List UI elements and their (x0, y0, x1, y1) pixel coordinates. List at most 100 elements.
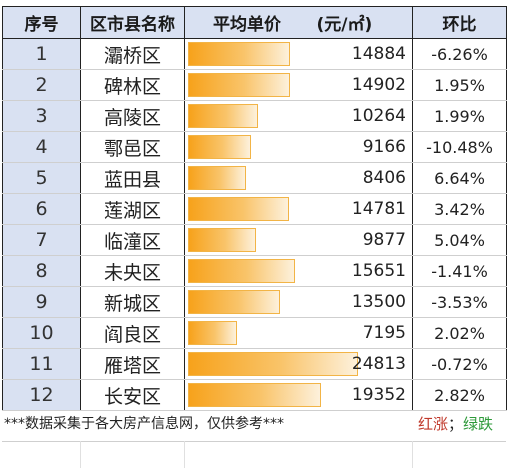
row-index: 11 (2, 348, 81, 380)
price-value: 7195 (362, 323, 406, 343)
change-value: 2.82% (412, 379, 507, 411)
price-value: 9166 (362, 137, 406, 157)
district-name: 蓝田县 (80, 162, 185, 194)
table-body: 1 灞桥区 14884 -6.26% 2 碑林区 14902 1.95% 3 高陵区 10264 1.… (2, 38, 507, 411)
legend-down: 绿跌 (463, 415, 494, 433)
table-row: 9 新城区 13500 -3.53% (2, 286, 507, 318)
price-data-bar (188, 383, 321, 407)
header-price: 平均单价 (元/㎡) (184, 6, 413, 39)
price-data-bar (188, 228, 256, 252)
change-value: 2.02% (412, 317, 507, 349)
district-name: 高陵区 (80, 100, 185, 132)
change-value: 6.64% (412, 162, 507, 194)
price-value: 13500 (351, 292, 406, 312)
price-cell: 13500 (184, 286, 413, 318)
price-value: 9877 (362, 230, 406, 250)
price-data-bar (188, 104, 258, 128)
change-value: 3.42% (412, 193, 507, 225)
row-index: 8 (2, 255, 81, 287)
price-cell: 24813 (184, 348, 413, 380)
price-value: 8406 (362, 168, 406, 188)
district-name: 临潼区 (80, 224, 185, 256)
price-data-bar (188, 352, 358, 376)
grid-line (80, 441, 81, 468)
price-cell: 14781 (184, 193, 413, 225)
table-row: 12 长安区 19352 2.82% (2, 379, 507, 411)
price-cell: 9166 (184, 131, 413, 163)
header-row: 序号 区市县名称 平均单价 (元/㎡) 环比 (2, 6, 507, 39)
table-row: 8 未央区 15651 -1.41% (2, 255, 507, 287)
data-source-note: ***数据采集于各大房产信息网，仅供参考*** (4, 416, 284, 432)
price-cell: 19352 (184, 379, 413, 411)
price-data-bar (188, 290, 280, 314)
district-name: 未央区 (80, 255, 185, 287)
row-index: 4 (2, 131, 81, 163)
table-row: 6 莲湖区 14781 3.42% (2, 193, 507, 225)
grid-line (412, 441, 413, 468)
table-row: 1 灞桥区 14884 -6.26% (2, 38, 507, 70)
price-data-bar (188, 259, 295, 283)
row-index: 1 (2, 38, 81, 70)
price-cell: 9877 (184, 224, 413, 256)
price-cell: 7195 (184, 317, 413, 349)
district-name: 灞桥区 (80, 38, 185, 70)
price-cell: 14902 (184, 69, 413, 101)
district-name: 鄠邑区 (80, 131, 185, 163)
price-cell: 15651 (184, 255, 413, 287)
price-value: 14884 (351, 44, 406, 64)
table-row: 10 阎良区 7195 2.02% (2, 317, 507, 349)
table-row: 3 高陵区 10264 1.99% (2, 100, 507, 132)
row-index: 7 (2, 224, 81, 256)
change-value: -3.53% (412, 286, 507, 318)
table-row: 2 碑林区 14902 1.95% (2, 69, 507, 101)
change-value: 1.95% (412, 69, 507, 101)
price-data-bar (188, 197, 289, 221)
header-district: 区市县名称 (80, 6, 185, 39)
color-legend: 红涨；绿跌 (418, 413, 493, 434)
district-name: 阎良区 (80, 317, 185, 349)
change-value: 5.04% (412, 224, 507, 256)
price-data-bar (188, 42, 290, 66)
row-index: 5 (2, 162, 81, 194)
row-index: 12 (2, 379, 81, 411)
header-change: 环比 (412, 6, 507, 39)
legend-up: 红涨 (418, 415, 449, 433)
district-name: 新城区 (80, 286, 185, 318)
price-value: 19352 (351, 385, 406, 405)
table-row: 11 雁塔区 24813 -0.72% (2, 348, 507, 380)
price-cell: 10264 (184, 100, 413, 132)
price-data-bar (188, 166, 246, 190)
price-value: 14902 (351, 75, 406, 95)
row-index: 3 (2, 100, 81, 132)
district-name: 长安区 (80, 379, 185, 411)
table-row: 4 鄠邑区 9166 -10.48% (2, 131, 507, 163)
change-value: -10.48% (412, 131, 507, 163)
header-index: 序号 (2, 6, 81, 39)
row-index: 9 (2, 286, 81, 318)
price-data-bar (188, 135, 251, 159)
price-cell: 14884 (184, 38, 413, 70)
district-name: 雁塔区 (80, 348, 185, 380)
change-value: -1.41% (412, 255, 507, 287)
price-value: 15651 (351, 261, 406, 281)
grid-line (184, 441, 185, 468)
price-data-bar (188, 321, 237, 345)
price-value: 10264 (351, 106, 406, 126)
district-name: 碑林区 (80, 69, 185, 101)
row-index: 10 (2, 317, 81, 349)
row-index: 2 (2, 69, 81, 101)
legend-separator: ； (448, 415, 464, 433)
table-row: 7 临潼区 9877 5.04% (2, 224, 507, 256)
district-name: 莲湖区 (80, 193, 185, 225)
row-index: 6 (2, 193, 81, 225)
price-data-bar (188, 73, 290, 97)
price-value: 24813 (351, 354, 406, 374)
price-cell: 8406 (184, 162, 413, 194)
price-value: 14781 (351, 199, 406, 219)
table-row: 5 蓝田县 8406 6.64% (2, 162, 507, 194)
bottom-border (2, 441, 506, 442)
change-value: 1.99% (412, 100, 507, 132)
change-value: -0.72% (412, 348, 507, 380)
price-table: 序号 区市县名称 平均单价 (元/㎡) 环比 1 灞桥区 14884 -6.26% 2 碑… (2, 6, 507, 411)
